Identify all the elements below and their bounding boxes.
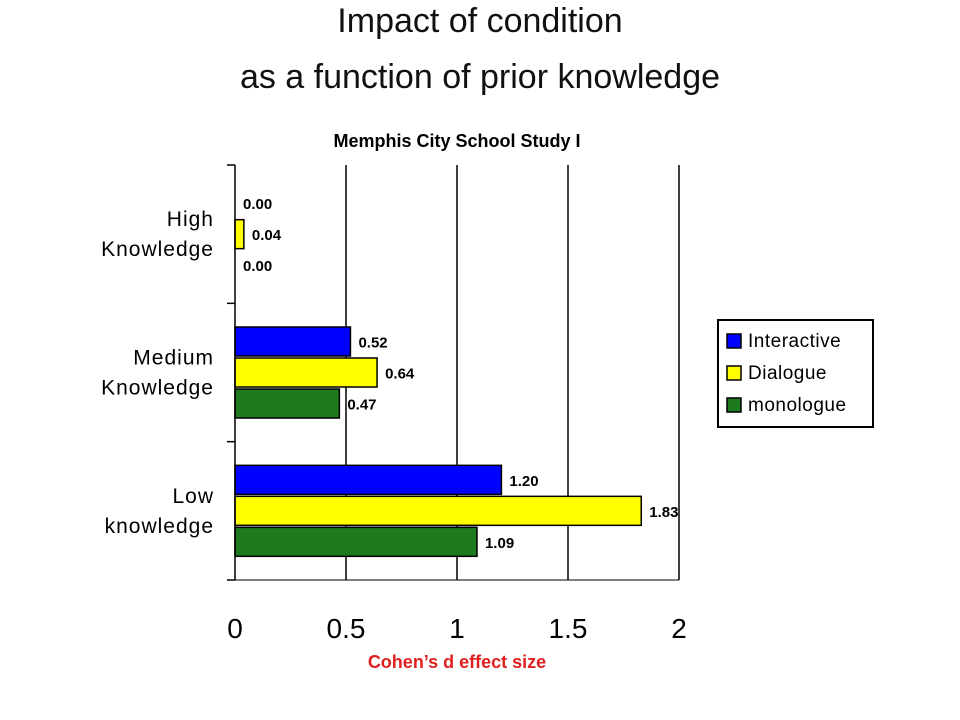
bar-interactive xyxy=(234,464,503,496)
bar-interactive xyxy=(234,326,352,357)
x-tick-label: 2 xyxy=(671,613,687,644)
x-tick-label: 0 xyxy=(227,613,243,644)
data-label: 0.64 xyxy=(385,366,415,383)
legend-label: Dialogue xyxy=(748,363,827,384)
data-label: 1.09 xyxy=(485,535,514,552)
category-label: High xyxy=(167,208,214,231)
category-label: Knowledge xyxy=(101,238,214,261)
data-label: 1.83 xyxy=(649,504,678,521)
bar-monologue xyxy=(234,388,341,419)
data-label: 0.52 xyxy=(358,335,387,352)
legend-swatch xyxy=(726,365,742,381)
data-label: 0.04 xyxy=(252,227,282,244)
bar-dialogue xyxy=(234,218,245,250)
bar-dialogue xyxy=(234,357,378,388)
category-label: Low xyxy=(172,485,214,508)
bar-monologue xyxy=(234,526,478,558)
legend-box xyxy=(717,319,874,428)
data-label: 0.00 xyxy=(243,258,272,275)
data-label: 1.20 xyxy=(509,473,538,490)
slide-title-line-2: as a function of prior knowledge xyxy=(239,58,721,96)
category-label: Medium xyxy=(133,347,214,370)
legend-label: monologue xyxy=(748,395,847,416)
legend-swatch xyxy=(726,397,742,413)
chart-title: Memphis City School Study I xyxy=(333,131,580,151)
data-label: 0.00 xyxy=(243,196,272,213)
category-label: knowledge xyxy=(105,515,214,538)
x-axis-label: Cohen’s d effect size xyxy=(368,652,546,672)
bar-dialogue xyxy=(234,495,643,527)
x-tick-label: 1 xyxy=(449,613,465,644)
slide-title-line-1: Impact of condition xyxy=(337,2,623,40)
x-tick-label: 0.5 xyxy=(327,613,366,644)
category-label: Knowledge xyxy=(101,377,214,400)
x-tick-label: 1.5 xyxy=(549,613,588,644)
legend-label: Interactive xyxy=(748,331,841,352)
data-label: 0.47 xyxy=(347,397,376,414)
legend-swatch xyxy=(726,333,742,349)
